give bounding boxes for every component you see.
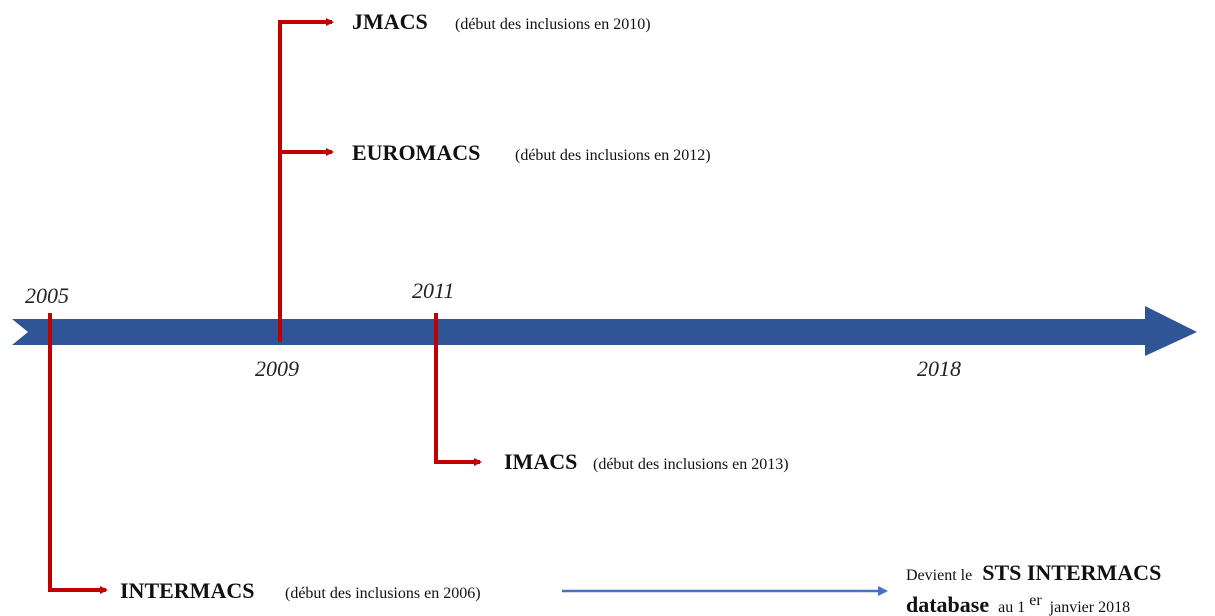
registry-note: (début des inclusions en 2013) xyxy=(593,456,789,473)
outcome-line: Devient le STS INTERMACS xyxy=(906,560,1161,585)
registry-name: IMACS xyxy=(504,449,577,474)
outcome-date: janvier 2018 xyxy=(1049,599,1130,616)
outcome-name: database xyxy=(906,592,989,616)
registry-name: JMACS xyxy=(352,9,428,34)
branch-line xyxy=(278,18,334,342)
year-label: 2011 xyxy=(412,278,454,303)
outcome-prefix: Devient le xyxy=(906,567,972,584)
outcome-date: au 1 xyxy=(998,599,1025,616)
branch-line xyxy=(48,313,108,594)
outcome-name: STS INTERMACS xyxy=(982,560,1161,585)
registry-name: INTERMACS xyxy=(120,578,254,603)
year-label: 2005 xyxy=(25,283,69,308)
registry-name: EUROMACS xyxy=(352,140,480,165)
outcome-line: database au 1 er janvier 2018 xyxy=(906,592,1130,616)
registry-note: (début des inclusions en 2006) xyxy=(285,585,481,602)
timeline-arrow xyxy=(12,306,1197,356)
year-label: 2018 xyxy=(917,356,961,381)
year-label: 2009 xyxy=(255,356,299,381)
branch-line xyxy=(434,313,482,466)
registry-note: (début des inclusions en 2010) xyxy=(455,16,651,33)
registry-note: (début des inclusions en 2012) xyxy=(515,147,711,164)
outcome-date-sup: er xyxy=(1029,592,1042,609)
